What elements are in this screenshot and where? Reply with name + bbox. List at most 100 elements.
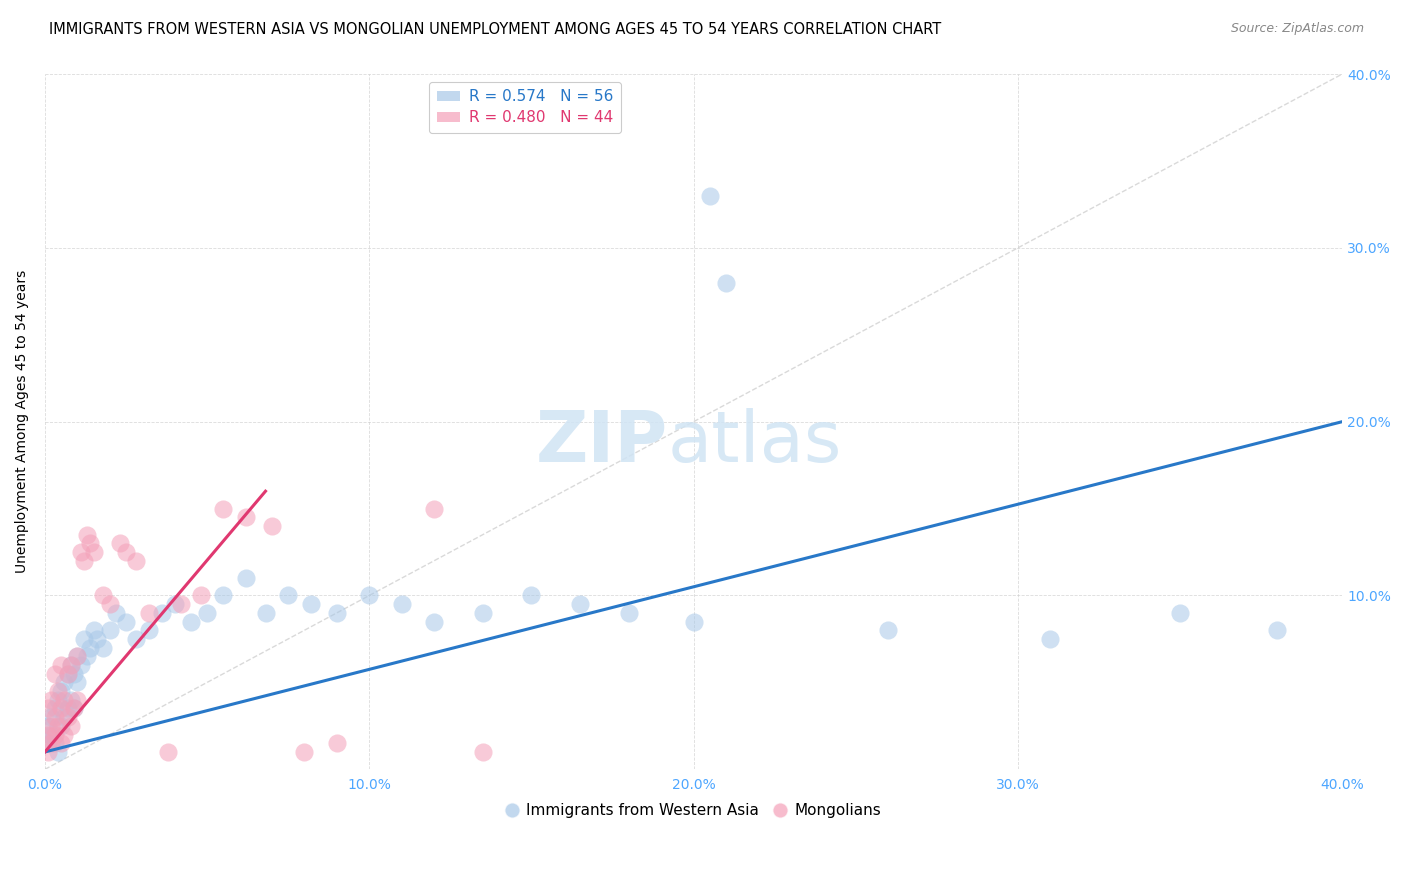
Point <box>76 527 98 541</box>
Point <box>150 606 173 620</box>
Point <box>423 501 446 516</box>
Point <box>569 597 592 611</box>
Point <box>66 693 89 707</box>
Point <box>212 589 235 603</box>
Point <box>73 632 96 646</box>
Y-axis label: Unemployment Among Ages 45 to 54 years: Unemployment Among Ages 45 to 54 years <box>15 270 30 574</box>
Point <box>59 658 82 673</box>
Point <box>714 276 737 290</box>
Point <box>37 745 59 759</box>
Point <box>41 693 63 707</box>
Point <box>180 615 202 629</box>
Point <box>76 649 98 664</box>
Point <box>86 632 108 646</box>
Point <box>299 597 322 611</box>
Point <box>1039 632 1062 646</box>
Point <box>125 554 148 568</box>
Point <box>51 701 73 715</box>
Point <box>79 536 101 550</box>
Point <box>520 589 543 603</box>
Point <box>59 719 82 733</box>
Point <box>93 640 115 655</box>
Legend: Immigrants from Western Asia, Mongolians: Immigrants from Western Asia, Mongolians <box>501 797 887 824</box>
Point <box>157 745 180 759</box>
Point <box>51 658 73 673</box>
Point <box>699 188 721 202</box>
Point <box>59 693 82 707</box>
Point <box>877 624 900 638</box>
Point <box>115 545 138 559</box>
Point <box>53 693 76 707</box>
Point <box>115 615 138 629</box>
Point <box>98 624 121 638</box>
Point <box>163 597 186 611</box>
Point <box>56 710 79 724</box>
Point <box>41 736 63 750</box>
Point <box>66 675 89 690</box>
Point <box>46 684 69 698</box>
Point <box>235 571 257 585</box>
Text: atlas: atlas <box>668 408 842 477</box>
Point <box>423 615 446 629</box>
Point <box>41 727 63 741</box>
Point <box>69 545 91 559</box>
Point <box>37 736 59 750</box>
Point <box>254 606 277 620</box>
Text: ZIP: ZIP <box>536 408 668 477</box>
Point <box>56 666 79 681</box>
Point <box>66 649 89 664</box>
Point <box>125 632 148 646</box>
Point <box>51 684 73 698</box>
Point <box>37 719 59 733</box>
Point <box>37 727 59 741</box>
Point <box>98 597 121 611</box>
Point <box>46 745 69 759</box>
Point <box>326 736 349 750</box>
Point <box>83 545 105 559</box>
Point <box>83 624 105 638</box>
Point <box>51 736 73 750</box>
Point <box>1168 606 1191 620</box>
Point <box>51 719 73 733</box>
Point <box>37 701 59 715</box>
Point <box>391 597 413 611</box>
Point <box>63 701 86 715</box>
Point <box>212 501 235 516</box>
Point <box>294 745 316 759</box>
Point <box>359 589 381 603</box>
Point <box>682 615 704 629</box>
Point <box>41 719 63 733</box>
Point <box>53 727 76 741</box>
Point <box>105 606 128 620</box>
Point <box>46 693 69 707</box>
Point <box>44 710 66 724</box>
Point <box>93 589 115 603</box>
Point <box>41 710 63 724</box>
Point <box>170 597 193 611</box>
Point <box>471 745 494 759</box>
Point <box>260 519 283 533</box>
Point <box>44 701 66 715</box>
Point <box>46 719 69 733</box>
Point <box>73 554 96 568</box>
Point <box>56 701 79 715</box>
Point <box>63 666 86 681</box>
Point <box>44 727 66 741</box>
Point <box>69 658 91 673</box>
Point <box>108 536 131 550</box>
Text: Source: ZipAtlas.com: Source: ZipAtlas.com <box>1230 22 1364 36</box>
Point <box>79 640 101 655</box>
Point <box>56 666 79 681</box>
Point <box>44 736 66 750</box>
Point <box>471 606 494 620</box>
Point <box>59 658 82 673</box>
Point <box>326 606 349 620</box>
Point <box>53 710 76 724</box>
Point <box>44 666 66 681</box>
Point <box>190 589 212 603</box>
Point <box>235 510 257 524</box>
Point <box>277 589 299 603</box>
Point <box>138 606 160 620</box>
Point <box>617 606 640 620</box>
Point <box>138 624 160 638</box>
